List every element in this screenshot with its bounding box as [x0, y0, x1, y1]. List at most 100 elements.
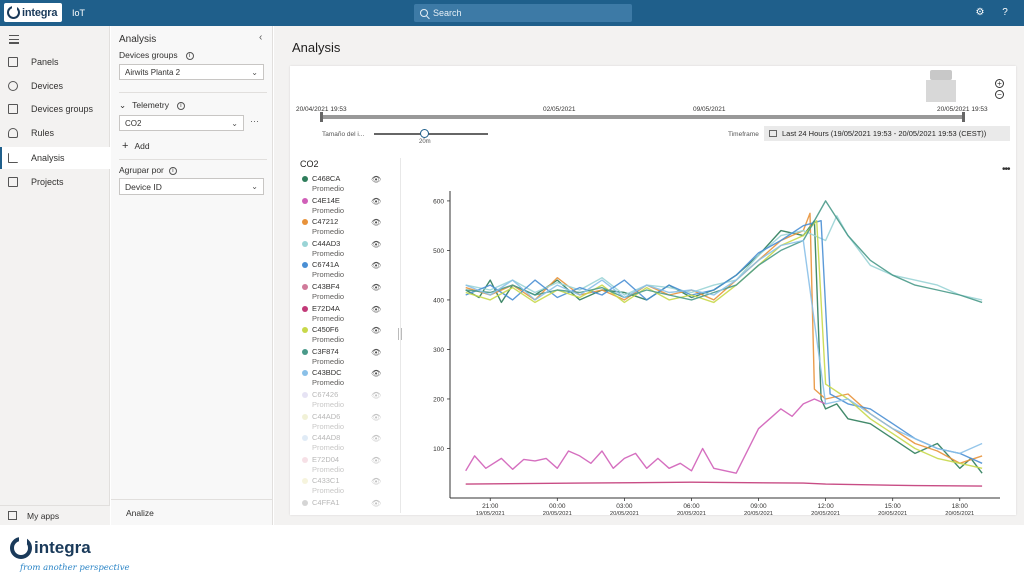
more-options-icon[interactable]: ··· — [250, 116, 259, 126]
legend-item[interactable]: C67426 Promedio 👁 — [300, 389, 390, 411]
x-tick-date-label: 20/05/2021 — [878, 511, 907, 515]
visibility-eye-icon[interactable]: 👁 — [371, 369, 382, 379]
telemetry-dropdown[interactable]: CO2 ⌄ — [119, 115, 244, 131]
timeline-range-track[interactable] — [320, 115, 963, 119]
legend-series-name: C450F6 — [312, 325, 339, 335]
nav-item-devices[interactable]: Devices — [0, 75, 110, 97]
analysis-settings-panel: Analysis ‹ Devices groups i Airwits Plant… — [111, 26, 273, 525]
devices-groups-dropdown[interactable]: Airwits Planta 2 ⌄ — [119, 64, 264, 80]
y-tick-label: 100 — [433, 446, 444, 453]
chart-more-options-icon[interactable]: ••• — [1002, 164, 1010, 175]
legend-series-name: C4E14E — [312, 195, 340, 205]
legend-aggregate: Promedio — [312, 313, 345, 323]
interval-value: 20m — [419, 139, 431, 145]
legend-item[interactable]: C44AD8 Promedio 👁 — [300, 432, 390, 454]
legend-item[interactable]: C468CA Promedio 👁 — [300, 173, 390, 195]
legend-aggregate: Promedio — [312, 248, 345, 258]
plus-icon: + — [122, 140, 129, 152]
dropdown-value: CO2 — [125, 118, 142, 128]
visibility-eye-icon[interactable]: 👁 — [371, 412, 382, 422]
visibility-eye-icon[interactable]: 👁 — [371, 326, 382, 336]
timeline-preview-thumbnail — [922, 68, 964, 102]
visibility-eye-icon[interactable]: 👁 — [371, 455, 382, 465]
legend-item[interactable]: C43BF4 Promedio 👁 — [300, 281, 390, 303]
legend-item[interactable]: C6741A Promedio 👁 — [300, 259, 390, 281]
legend-aggregate: Promedio — [312, 486, 345, 496]
legend-aggregate: Promedio — [312, 378, 345, 388]
visibility-eye-icon[interactable]: 👁 — [371, 239, 382, 249]
legend-aggregate: Promedio — [312, 205, 345, 215]
interval-slider-thumb[interactable] — [420, 129, 429, 138]
visibility-eye-icon[interactable]: 👁 — [371, 434, 382, 444]
timeline-mark: 09/05/2021 — [693, 106, 726, 113]
logo-ring-icon — [7, 5, 20, 19]
add-telemetry-button[interactable]: + Add — [122, 140, 150, 152]
nav-item-devices-groups[interactable]: Devices groups — [0, 98, 110, 120]
timeline-end-date: 20/05/2021 19:53 — [937, 106, 988, 113]
telemetry-label: ⌄ Telemetry i — [119, 100, 185, 111]
visibility-eye-icon[interactable]: 👁 — [371, 218, 382, 228]
splitter-grip-handle[interactable] — [398, 328, 402, 340]
zoom-out-icon[interactable]: − — [995, 90, 1004, 99]
legend-aggregate: Promedio — [312, 356, 345, 366]
analize-button[interactable]: Analize — [111, 499, 273, 525]
expand-chevron-icon[interactable]: ⌄ — [119, 100, 127, 110]
timeframe-picker[interactable]: Last 24 Hours (19/05/2021 19:53 - 20/05/… — [764, 126, 1010, 141]
legend-item[interactable]: E72D04 Promedio 👁 — [300, 454, 390, 476]
legend-item[interactable]: C3F874 Promedio 👁 — [300, 346, 390, 368]
legend-item[interactable]: C43BDC Promedio 👁 — [300, 367, 390, 389]
group-by-dropdown[interactable]: Device ID ⌄ — [119, 178, 264, 195]
visibility-eye-icon[interactable]: 👁 — [371, 477, 382, 487]
visibility-eye-icon[interactable]: 👁 — [371, 304, 382, 314]
x-tick-time-label: 21:00 — [482, 503, 499, 510]
legend-item[interactable]: E72D4A Promedio 👁 — [300, 303, 390, 325]
nav-item-label: Panels — [31, 57, 59, 67]
timeline-start-handle[interactable] — [320, 112, 323, 122]
series-color-dot — [302, 478, 308, 485]
legend-item[interactable]: C44AD6 Promedio 👁 — [300, 411, 390, 433]
visibility-eye-icon[interactable]: 👁 — [371, 261, 382, 271]
nav-item-rules[interactable]: Rules — [0, 122, 110, 144]
hamburger-menu-icon[interactable] — [9, 35, 19, 46]
legend-item[interactable]: C4FFA1 👁 — [300, 497, 390, 519]
x-tick-time-label: 06:00 — [683, 503, 700, 510]
legend-item[interactable]: C4E14E Promedio 👁 — [300, 195, 390, 217]
nav-item-analysis[interactable]: Analysis — [0, 147, 110, 169]
legend-item[interactable]: C450F6 Promedio 👁 — [300, 324, 390, 346]
legend-item[interactable]: C47212 Promedio 👁 — [300, 216, 390, 238]
x-tick-date-label: 20/05/2021 — [610, 511, 639, 515]
my-apps-button[interactable]: My apps — [0, 505, 110, 525]
zoom-in-icon[interactable]: + — [995, 79, 1004, 88]
visibility-eye-icon[interactable]: 👁 — [371, 391, 382, 400]
top-bar: integra IoT Search ⚙ ? — [0, 0, 1024, 26]
help-icon[interactable]: ? — [1002, 7, 1008, 18]
info-icon[interactable]: i — [168, 166, 177, 175]
legend-item[interactable]: C433C1 Promedio 👁 — [300, 475, 390, 497]
visibility-eye-icon[interactable]: 👁 — [371, 283, 382, 292]
my-apps-label: My apps — [27, 510, 60, 521]
x-tick-time-label: 18:00 — [952, 503, 969, 510]
visibility-eye-icon[interactable]: 👁 — [371, 499, 382, 508]
integra-logo[interactable]: integra — [4, 3, 62, 22]
info-icon[interactable]: i — [176, 101, 185, 110]
timeline-mark: 02/05/2021 — [543, 106, 576, 113]
legend-title: CO2 — [300, 159, 319, 169]
search-input[interactable]: Search — [414, 4, 632, 22]
timeframe-label: Timeframe — [728, 131, 759, 138]
visibility-eye-icon[interactable]: 👁 — [371, 347, 382, 357]
legend-splitter — [400, 158, 401, 513]
gear-icon[interactable]: ⚙ — [975, 7, 985, 18]
nav-item-panels[interactable]: Panels — [0, 51, 110, 73]
info-icon[interactable]: i — [185, 51, 194, 60]
visibility-eye-icon[interactable]: 👁 — [371, 196, 382, 206]
legend-item[interactable]: C44AD3 Promedio 👁 — [300, 238, 390, 260]
collapse-chevron-icon[interactable]: ‹ — [259, 32, 263, 43]
interval-slider-track[interactable] — [374, 133, 488, 135]
visibility-eye-icon[interactable]: 👁 — [371, 175, 382, 184]
interval-size-label: Tamaño del i... — [322, 131, 365, 138]
integra-brand-logo: integra — [10, 536, 91, 559]
legend-series-name: C468CA — [312, 174, 341, 183]
nav-item-projects[interactable]: Projects — [0, 171, 110, 193]
timeline-end-handle[interactable] — [962, 112, 965, 122]
legend-series-name: C44AD8 — [312, 433, 341, 443]
